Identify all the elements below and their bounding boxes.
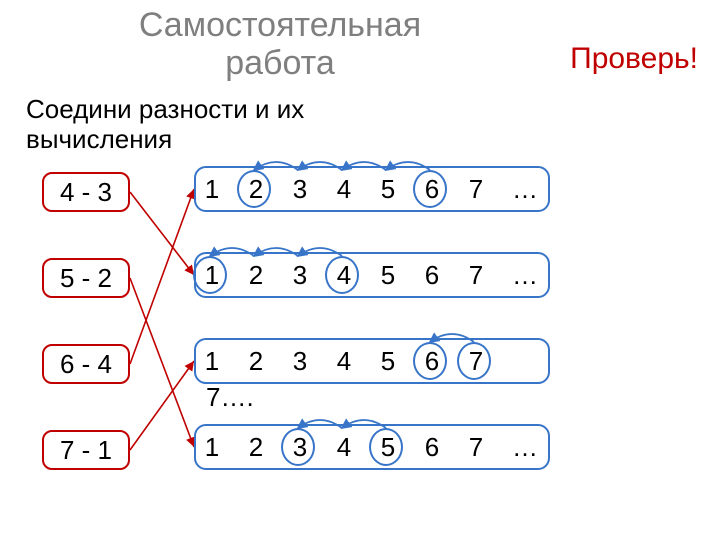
number-circle bbox=[281, 428, 315, 466]
strip-number: 5 bbox=[368, 168, 408, 210]
number-circle bbox=[413, 170, 447, 208]
expression-e1: 4 - 3 bbox=[42, 172, 130, 212]
strip-ellipsis: … bbox=[512, 426, 538, 468]
strip-number: 6 bbox=[412, 254, 452, 296]
number-circle bbox=[457, 342, 491, 380]
strip-number: 4 bbox=[324, 168, 364, 210]
strip-number: 7 bbox=[456, 168, 496, 210]
expression-e3: 6 - 4 bbox=[42, 344, 130, 384]
subtitle: Соедини разности и их вычисления bbox=[26, 94, 386, 154]
number-circle bbox=[369, 428, 403, 466]
strip-number: 3 bbox=[280, 254, 320, 296]
strip-number: 2 bbox=[236, 340, 276, 382]
strip-number: 7 bbox=[456, 254, 496, 296]
strip-number: 5 bbox=[368, 340, 408, 382]
strip-ellipsis: … bbox=[512, 254, 538, 296]
number-circle bbox=[237, 170, 271, 208]
check-label: Проверь! bbox=[570, 42, 698, 76]
strip-number: 3 bbox=[280, 168, 320, 210]
number-circle bbox=[193, 256, 227, 294]
strip-number: 5 bbox=[368, 254, 408, 296]
number-strip-s3: 1234567 bbox=[194, 338, 550, 384]
strip-number: 3 bbox=[280, 340, 320, 382]
expression-e2: 5 - 2 bbox=[42, 258, 130, 298]
strip-number: 1 bbox=[192, 340, 232, 382]
number-strip-s2: 1234567… bbox=[194, 252, 550, 298]
page-title: Самостоятельная работа bbox=[80, 6, 480, 82]
expression-e4: 7 - 1 bbox=[42, 430, 130, 470]
strip-number: 2 bbox=[236, 254, 276, 296]
strip-number: 4 bbox=[324, 340, 364, 382]
number-circle bbox=[413, 342, 447, 380]
strip-number: 6 bbox=[412, 426, 452, 468]
strip-number: 4 bbox=[324, 426, 364, 468]
strip-ellipsis: … bbox=[512, 168, 538, 210]
number-circle bbox=[325, 256, 359, 294]
strip-number: 7 bbox=[456, 426, 496, 468]
strip-number: 2 bbox=[236, 426, 276, 468]
strip-number: 1 bbox=[192, 168, 232, 210]
strip-trail-below: 7…. bbox=[206, 382, 254, 413]
strip-number: 1 bbox=[192, 426, 232, 468]
